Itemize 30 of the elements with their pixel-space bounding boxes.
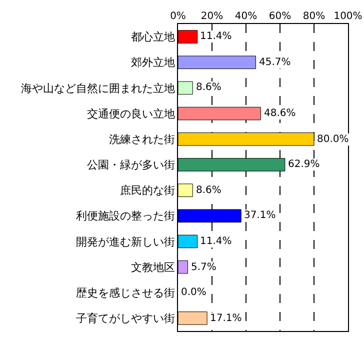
y-tick-label: 開発が進む新しい街 bbox=[76, 235, 175, 248]
x-tick-label: 40% bbox=[234, 11, 258, 22]
y-tick-label: 洗練された街 bbox=[108, 132, 175, 146]
data-label: 11.4% bbox=[200, 31, 232, 42]
y-tick-label: 庶民的な街 bbox=[120, 184, 175, 198]
data-label: 48.6% bbox=[264, 108, 296, 119]
x-tick-label: 100% bbox=[334, 11, 362, 22]
x-tick-label: 0% bbox=[170, 11, 186, 22]
x-tick-label: 80% bbox=[302, 11, 326, 22]
data-label: 37.1% bbox=[244, 210, 276, 221]
x-tick-label: 60% bbox=[268, 11, 292, 22]
data-label: 5.7% bbox=[191, 262, 216, 273]
y-tick-label: 公園・緑が多い街 bbox=[86, 158, 175, 172]
data-label: 11.4% bbox=[200, 236, 232, 247]
data-label: 17.1% bbox=[210, 313, 242, 324]
y-tick-label: 文教地区 bbox=[130, 260, 175, 274]
data-label: 80.0% bbox=[317, 134, 349, 145]
y-tick-label: 都心立地 bbox=[130, 30, 175, 44]
data-label: 8.6% bbox=[196, 185, 222, 196]
data-label: 62.9% bbox=[288, 159, 320, 170]
y-tick-label: 利便施設の整った街 bbox=[76, 210, 175, 223]
y-tick-label: 郊外立地 bbox=[130, 56, 175, 70]
y-tick-label: 歴史を感じさせる街 bbox=[76, 286, 175, 300]
data-label: 45.7% bbox=[259, 57, 291, 68]
y-tick-label: 海や山など自然に囲まれた立地 bbox=[20, 82, 175, 95]
x-tick-label: 20% bbox=[200, 11, 224, 22]
y-tick-label: 子育てがしやすい街 bbox=[76, 312, 175, 326]
data-label: 0.0% bbox=[181, 287, 206, 298]
data-label: 8.6% bbox=[196, 82, 222, 93]
y-tick-label: 交通便の良い立地 bbox=[86, 107, 175, 120]
